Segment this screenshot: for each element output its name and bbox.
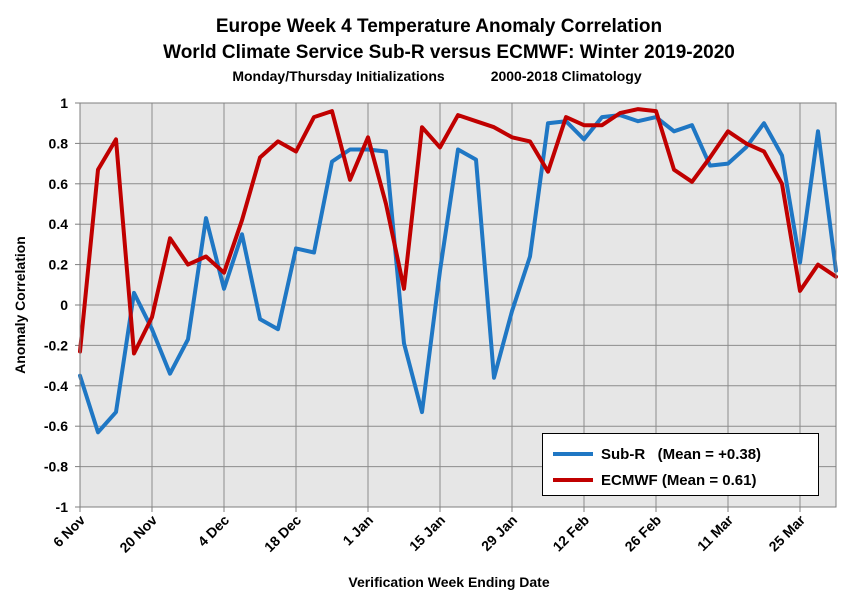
series-line-subr [78,113,838,435]
x-tick-label: 4 Dec [194,512,232,550]
x-tick-label: 11 Mar [694,511,737,554]
legend-label-ecmwf: ECMWF (Mean = 0.61) [601,471,757,489]
plot-border [79,102,837,508]
chart-title: Europe Week 4 Temperature Anomaly Correl… [215,16,663,37]
legend-label-subr: Sub-R (Mean = +0.38) [601,445,762,463]
legend-item-ecmwf: ECMWF (Mean = 0.61) [553,470,756,490]
y-axis-title: Anomaly Correlation [12,236,28,374]
x-axis-title: Verification Week Ending Date [348,574,549,590]
legend-swatch-ecmwf [553,478,593,482]
y-tick-label: -0.8 [44,459,68,475]
legend-swatch-subr [553,452,593,456]
y-tick-label: 0.8 [49,135,69,151]
x-tick-label: 18 Dec [261,512,304,555]
x-tick-label: 25 Mar [765,511,808,554]
x-tick-label: 26 Feb [621,512,664,555]
x-tick-label: 1 Jan [339,512,376,549]
y-tick-label: 0.2 [49,257,69,273]
x-tick-label: 15 Jan [406,512,448,554]
y-tick-label: -0.4 [44,378,68,394]
x-axis-ticks: 6 Nov 20 Nov 4 Dec 18 Dec 1 Jan 15 Jan 29 Jan 1… [50,507,809,556]
chart-subtitle: World Climate Service Sub-R versus ECMWF… [163,42,735,63]
chart-subtitle-2: Monday/Thursday Initializations 2000-2018… [0,66,858,86]
subtitle-initializations: Monday/Thursday Initializations [232,68,445,84]
x-tick-label: 12 Feb [549,512,592,555]
x-tick-label: 6 Nov [50,512,88,550]
y-tick-label: 1 [60,95,68,111]
subtitle-climatology: 2000-2018 Climatology [490,68,642,84]
y-tick-label: 0.4 [49,216,69,232]
y-tick-label: 0.6 [49,176,69,192]
chart-titles: Europe Week 4 Temperature Anomaly Correl… [0,14,858,86]
y-tick-label: -0.2 [44,337,68,353]
x-tick-label: 20 Nov [116,512,160,556]
series-line-ecmwf [78,107,838,356]
y-tick-label: 0 [60,297,68,313]
y-tick-label: -0.6 [44,418,68,434]
series-lines [78,107,838,435]
y-axis-ticks: 1 0.8 0.6 0.4 0.2 0 -0.2 -0.4 -0.6 -0.8 -1 [44,95,80,515]
chart-legend: Sub-R (Mean = +0.38) ECMWF (Mean = 0.61) [542,433,819,496]
legend-item-subr: Sub-R (Mean = +0.38) [553,444,761,464]
x-tick-label: 29 Jan [478,512,520,554]
y-tick-label: -1 [56,499,69,515]
